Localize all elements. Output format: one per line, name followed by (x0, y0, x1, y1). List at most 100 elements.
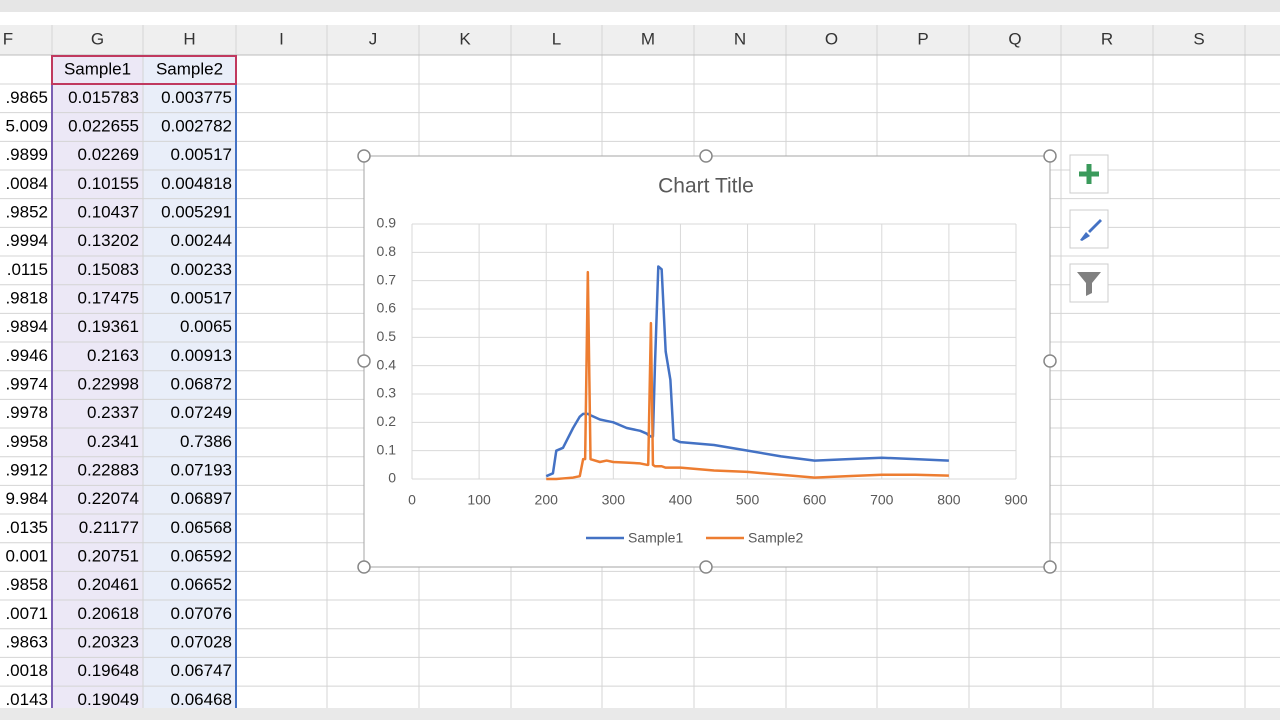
column-header: L (552, 29, 561, 48)
handle[interactable] (357, 560, 371, 574)
cell: 0.015783 (68, 88, 139, 107)
cell: 0.00244 (171, 231, 232, 250)
y-tick-label: 0.6 (377, 300, 397, 316)
x-tick-label: 800 (937, 492, 961, 508)
cell: .0018 (5, 661, 48, 680)
cell: 0.07249 (171, 403, 232, 422)
chart-styles-button[interactable] (1069, 209, 1109, 249)
column-header: R (1101, 29, 1113, 48)
y-tick-label: 0 (388, 470, 396, 486)
cell: 0.10437 (78, 202, 139, 221)
x-tick-label: 600 (803, 492, 827, 508)
cell: .9974 (5, 374, 48, 393)
cell: .9852 (5, 202, 48, 221)
cell: 0.06897 (171, 489, 232, 508)
cell: 0.00517 (171, 145, 232, 164)
handle[interactable] (357, 354, 371, 368)
cell: 0.22998 (78, 374, 139, 393)
column-header-bar (0, 25, 1280, 55)
cell: .9858 (5, 575, 48, 594)
cell: 0.06652 (171, 575, 232, 594)
cell: .9978 (5, 403, 48, 422)
column-header: O (825, 29, 838, 48)
chart[interactable]: Chart Title 0 0.1 0.2 0.3 0.4 0.5 0.6 0.7 0.8 0.9… (363, 155, 1051, 568)
cell: 0.06747 (171, 661, 232, 680)
cell: .9912 (5, 460, 48, 479)
handles (357, 149, 1057, 574)
cell: .9894 (5, 317, 48, 336)
cell: 0.07028 (171, 633, 232, 652)
y-tick-label: 0.5 (377, 328, 397, 344)
chart-buttons (1069, 154, 1109, 303)
filter-icon (1077, 272, 1101, 296)
column-header: S (1193, 29, 1204, 48)
ribbon-edge (0, 0, 1280, 12)
cell: .0135 (5, 518, 48, 537)
cell: 0.19648 (78, 661, 139, 680)
column-header: K (459, 29, 471, 48)
cell: 0.002782 (161, 116, 232, 135)
column-header: N (734, 29, 746, 48)
cell: 0.005291 (161, 202, 232, 221)
cell: .0071 (5, 604, 48, 623)
y-tick-label: 0.3 (377, 385, 397, 401)
column-header: P (917, 29, 928, 48)
cell: 0.20618 (78, 604, 139, 623)
handle[interactable] (357, 149, 371, 163)
cell: 0.20751 (78, 547, 139, 566)
y-tick-label: 0.4 (377, 356, 397, 372)
cell: 0.21177 (79, 518, 139, 537)
brush-icon (1080, 219, 1102, 241)
cell: 0.19049 (78, 690, 139, 709)
handle[interactable] (1043, 560, 1057, 574)
cell: 0.06468 (171, 690, 232, 709)
cell: 0.10155 (78, 174, 139, 193)
cell: 9.984 (5, 489, 48, 508)
cell: 0.07076 (171, 604, 232, 623)
cell: 0.2163 (87, 346, 139, 365)
cell: 0.06872 (171, 374, 232, 393)
header-range-border (51, 55, 237, 85)
legend-label: Sample1 (628, 530, 683, 546)
y-tick-label: 0.2 (377, 413, 397, 429)
y-tick-label: 0.8 (377, 243, 397, 259)
cell: .9899 (5, 145, 48, 164)
handle[interactable] (699, 149, 713, 163)
scrollbar (0, 708, 1280, 720)
cell: 0.001 (5, 547, 48, 566)
selection-h (143, 55, 236, 720)
cell: 0.19361 (78, 317, 139, 336)
cell: .0115 (7, 260, 48, 279)
x-tick-label: 500 (736, 492, 760, 508)
handle[interactable] (1043, 149, 1057, 163)
series-line (546, 270, 949, 481)
x-tick-label: 900 (1004, 492, 1028, 508)
cell: .0084 (5, 174, 48, 193)
column-header: M (641, 29, 655, 48)
plus-icon (1079, 164, 1099, 184)
chart-title[interactable]: Chart Title (658, 175, 754, 198)
cell: .9865 (5, 88, 48, 107)
handle[interactable] (699, 560, 713, 574)
cell: 0.022655 (68, 116, 139, 135)
handle[interactable] (1043, 354, 1057, 368)
cell: 0.0065 (180, 317, 232, 336)
cell: 0.13202 (78, 231, 139, 250)
y-tick-label: 0.7 (377, 271, 397, 287)
cell: 0.20461 (78, 575, 139, 594)
cell: 0.003775 (161, 88, 232, 107)
cell: .9818 (5, 288, 48, 307)
cell: 0.00233 (171, 260, 232, 279)
cell: 0.7386 (180, 432, 232, 451)
column-header: H (183, 29, 195, 48)
column-header: G (91, 29, 104, 48)
x-tick-label: 300 (602, 492, 626, 508)
column-header: J (369, 29, 378, 48)
cell: 0.2341 (87, 432, 139, 451)
column-header: F (3, 29, 13, 48)
cell: 0.22074 (78, 489, 139, 508)
cell: 0.22883 (78, 460, 139, 479)
x-tick-label: 400 (669, 492, 693, 508)
y-tick-label: 0.1 (377, 441, 397, 457)
